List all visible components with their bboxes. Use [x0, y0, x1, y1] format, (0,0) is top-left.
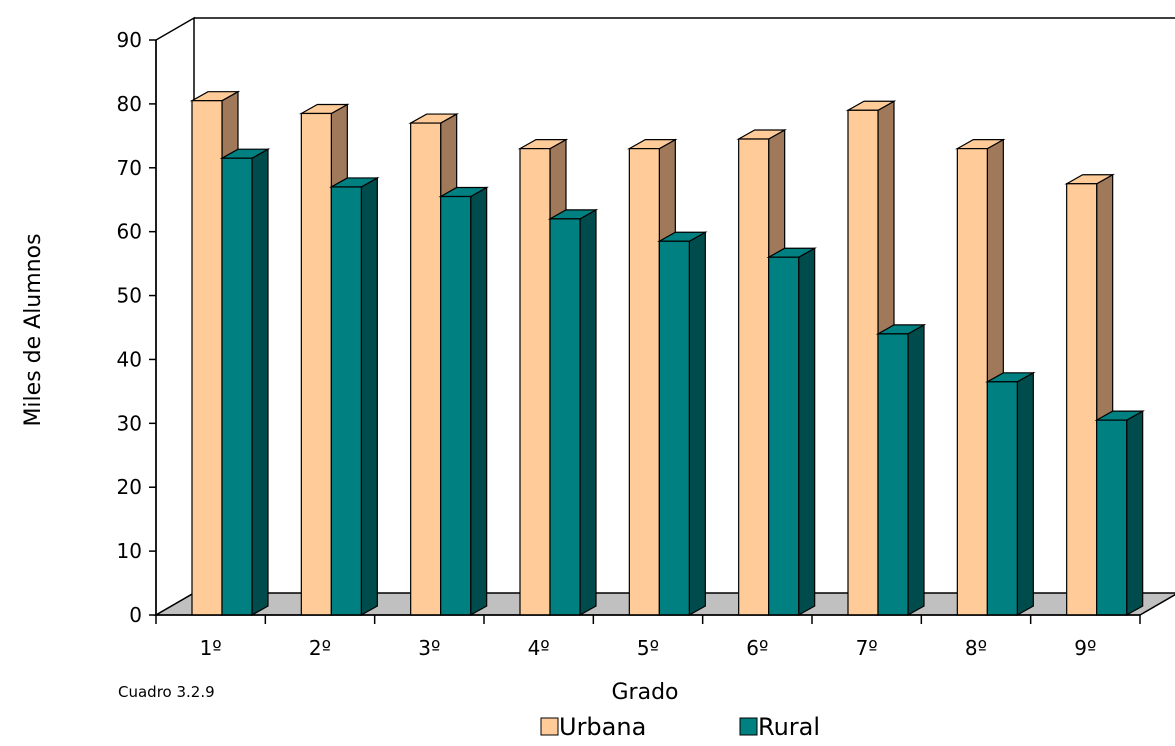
bar-rural-5 [657, 231, 708, 617]
y-tick-label: 10 [117, 539, 142, 563]
legend-label-urbana: Urbana [559, 713, 646, 741]
bar-rural-2 [329, 176, 380, 617]
x-tick-label: 7º [856, 636, 878, 660]
x-tick-labels: 1º 2º 3º 4º 5º 6º 7º 8º 9º [200, 636, 1097, 660]
bar-urbana-9 [1064, 173, 1115, 617]
y-tick-label: 40 [117, 347, 142, 371]
bar-rural-6 [766, 247, 817, 617]
axes [149, 39, 1141, 624]
bar-rural-9 [1094, 410, 1145, 617]
y-tick-labels: 0 10 20 30 40 50 60 70 80 90 [117, 28, 142, 627]
bar-rural-1 [219, 148, 271, 617]
x-tick-label: 9º [1074, 636, 1096, 660]
y-tick-label: 80 [117, 92, 142, 116]
x-tick-label: 5º [637, 636, 659, 660]
y-axis-title: Miles de Alumnos [21, 233, 46, 426]
x-tick-label: 1º [200, 636, 222, 660]
y-tick-label: 70 [117, 156, 142, 180]
x-tick-label: 8º [965, 636, 987, 660]
bar-rural-4 [547, 208, 599, 617]
bar-rural-7 [875, 323, 927, 617]
chart-caption: Cuadro 3.2.9 [118, 683, 215, 701]
x-tick-label: 4º [528, 636, 550, 660]
x-tick-label: 3º [418, 636, 440, 660]
x-tick-label: 6º [746, 636, 768, 660]
legend-swatch-urbana [540, 717, 559, 736]
bars [189, 90, 1145, 617]
y-tick-label: 20 [117, 475, 142, 499]
y-tick-label: 60 [117, 220, 142, 244]
y-tick-label: 0 [129, 603, 142, 627]
legend-label-rural: Rural [758, 713, 820, 741]
x-tick-label: 2º [309, 636, 331, 660]
y-tick-label: 30 [117, 411, 142, 435]
x-axis-title: Grado [612, 680, 679, 705]
legend-swatch-rural [739, 717, 758, 736]
bar-rural-8 [985, 371, 1036, 617]
legend: Urbana Rural [540, 713, 820, 741]
y-tick-label: 90 [117, 28, 142, 52]
bar-rural-3 [438, 186, 489, 617]
y-tick-label: 50 [117, 284, 142, 308]
